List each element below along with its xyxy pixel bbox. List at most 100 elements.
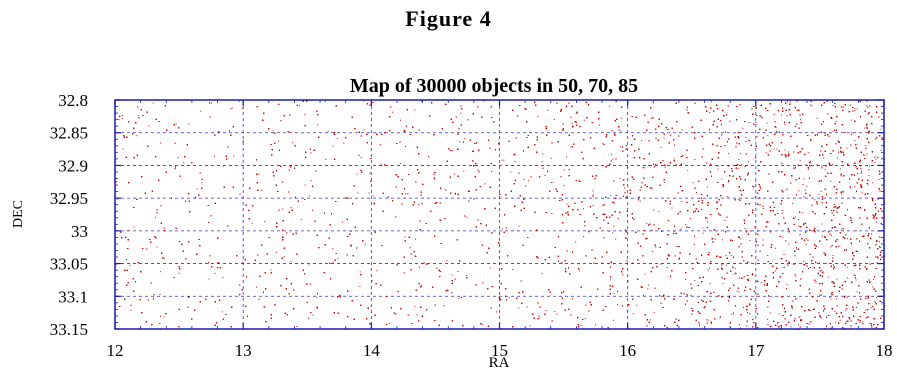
data-point [832,104,834,106]
data-point [836,298,838,300]
data-point [466,274,468,276]
data-point [484,183,486,185]
data-point [786,115,788,117]
data-point [835,121,837,123]
data-point [784,149,786,151]
data-point [759,189,761,191]
data-point [685,223,687,225]
data-point [610,279,612,281]
data-point [300,219,302,220]
data-point [238,100,240,102]
data-point [850,104,851,106]
data-point [832,164,833,166]
data-point [592,204,594,206]
data-point [748,161,750,163]
data-point [324,100,326,102]
data-point [130,309,132,311]
data-point [821,235,823,237]
data-point [496,311,498,313]
data-point [152,102,154,104]
data-point [668,219,670,221]
data-point [854,186,856,187]
data-point [337,258,339,260]
data-point [722,239,723,241]
data-point [619,177,621,179]
data-point [241,262,243,264]
data-point [415,238,417,240]
data-point [304,114,306,116]
data-point [687,170,689,172]
data-point [798,324,799,326]
data-point [580,180,582,182]
data-point [364,244,366,246]
data-point [400,119,401,121]
data-point [277,140,279,142]
data-point [749,313,751,315]
data-point [372,195,374,197]
data-point [875,158,877,160]
data-point [399,162,401,164]
data-point [799,160,801,162]
data-point [694,159,696,161]
data-point [839,319,841,321]
data-point [851,253,853,255]
data-point [156,246,158,248]
data-point [762,239,764,241]
data-point [741,163,743,165]
data-point [839,168,841,170]
data-point [317,124,319,126]
data-point [871,325,872,326]
data-point [810,140,812,142]
data-point [870,307,872,309]
data-point [782,212,783,214]
data-point [692,182,694,184]
data-point [814,199,816,201]
data-point [512,269,514,270]
data-point [804,189,806,191]
data-point [773,148,775,150]
data-point [122,115,123,116]
data-point [454,173,456,175]
data-point [746,306,748,308]
data-point [129,264,131,266]
data-point [824,169,826,171]
data-point [862,321,864,323]
data-point [118,119,120,121]
data-point [702,227,704,229]
data-point [824,132,826,134]
data-point [154,216,156,218]
data-point [787,151,789,153]
data-point [855,166,857,168]
data-point [811,105,813,107]
data-point [614,135,616,136]
data-point [874,162,876,163]
data-point [852,196,854,198]
data-point [563,169,565,171]
data-point [572,125,574,127]
data-point [762,208,764,210]
data-point [821,294,822,296]
data-point [707,319,709,321]
data-point [856,108,858,110]
data-point [523,178,525,180]
data-point [481,323,483,325]
data-point [264,221,266,223]
data-point [233,155,235,157]
data-point [745,137,747,139]
data-point [835,321,837,323]
data-point [117,198,119,200]
data-point [272,130,274,132]
data-point [880,247,882,248]
data-point [275,251,277,253]
data-point [644,273,646,275]
data-point [782,236,784,238]
data-point [332,145,334,147]
data-point [137,115,139,117]
data-point [575,241,577,243]
data-point [798,219,799,220]
data-point [765,110,767,112]
data-point [871,182,873,184]
data-point [652,251,654,252]
data-point [866,126,868,128]
